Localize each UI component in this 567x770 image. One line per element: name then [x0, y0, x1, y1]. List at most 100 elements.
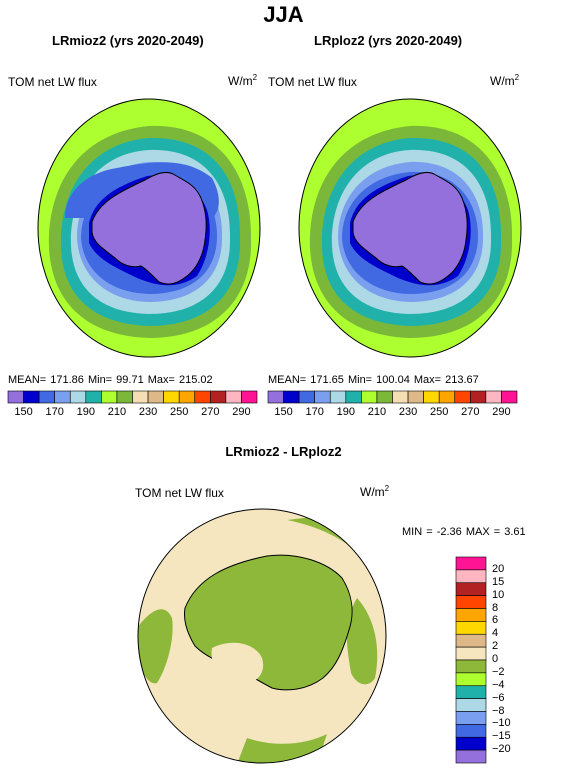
diff-minmax: MIN = -2.36 MAX = 3.61 — [402, 526, 526, 538]
colorbar-swatch — [392, 390, 409, 404]
colorbar-swatch — [455, 685, 487, 699]
colorbar-tick-label: 2 — [492, 640, 499, 653]
colorbar-tick-label: 10 — [492, 588, 505, 601]
colorbar-tick-label: 170 — [305, 406, 324, 418]
colorbar-tick-label: 230 — [138, 406, 158, 418]
colorbar-tick-label: 4 — [492, 627, 499, 640]
colorbar-swatch — [455, 569, 487, 584]
colorbar-swatch — [455, 595, 487, 609]
colorbar-tick-label: 0 — [492, 653, 499, 665]
colorbar-swatch — [132, 390, 149, 404]
colorbar-swatch — [38, 390, 55, 404]
colorbar-swatch — [438, 390, 456, 404]
colorbar-swatch — [455, 608, 487, 622]
map-panel-2 — [298, 98, 522, 358]
colorbar-swatch — [407, 390, 424, 404]
colorbar-tick-label: 210 — [367, 406, 387, 418]
colorbar-swatch — [455, 633, 487, 648]
colorbar-swatch — [455, 736, 487, 751]
colorbar-panel-2 — [267, 390, 518, 404]
antarctica-outline — [352, 171, 468, 285]
colorbar-tick-label: 210 — [107, 406, 127, 418]
colorbar-tick-label: 270 — [201, 406, 220, 418]
colorbar-swatch — [69, 390, 87, 404]
colorbar-swatch — [470, 390, 487, 404]
antarctica-outline — [91, 171, 207, 285]
map-border — [137, 508, 387, 764]
colorbar-swatch — [455, 556, 487, 571]
colorbar-swatch — [101, 390, 118, 404]
colorbar-tick-label: −4 — [492, 678, 505, 691]
colorbar-tick-label: 250 — [430, 406, 449, 418]
colorbar-tick-label: 8 — [492, 601, 499, 614]
colorbar-swatch — [454, 390, 471, 404]
colorbar-swatch — [54, 390, 71, 404]
map-panel-1 — [37, 98, 261, 358]
colorbar-swatch — [455, 698, 487, 712]
diff-title: LRmioz2 - LRploz2 — [225, 444, 342, 459]
map-border — [298, 98, 522, 358]
colorbar-tick-label: −8 — [492, 704, 505, 717]
colorbar-swatch — [345, 390, 362, 404]
colorbar-swatch — [329, 390, 347, 404]
colorbar-tick-label: 6 — [492, 614, 499, 627]
colorbar-tick-label: 290 — [232, 406, 251, 418]
colorbar-swatch — [178, 390, 196, 404]
diff-green-patch-w — [138, 609, 173, 684]
panel-2-variable: TOM net LW flux — [268, 75, 357, 89]
colorbar-swatch — [210, 390, 227, 404]
colorbar-swatch — [283, 390, 300, 404]
colorbar-swatch — [163, 390, 180, 404]
colorbar-swatch — [298, 390, 315, 404]
colorbar-tick-label: −6 — [492, 691, 505, 704]
colorbar-swatch — [267, 390, 284, 404]
panel-1-stats: MEAN= 171.86 Min= 99.71 Max= 215.02 — [8, 374, 213, 386]
colorbar-tick-label: 250 — [170, 406, 189, 418]
colorbar-swatch — [23, 390, 40, 404]
colorbar-swatch — [194, 390, 211, 404]
colorbar-swatch — [455, 749, 487, 764]
page-title: JJA — [263, 2, 304, 27]
colorbar-tick-label: 15 — [492, 575, 505, 588]
colorbar-swatch — [501, 390, 518, 404]
colorbar-tick-label: 20 — [492, 562, 505, 575]
colorbar-tick-label: 190 — [336, 406, 355, 418]
panel-1-units: W/m2 — [228, 73, 258, 88]
colorbar-swatch — [455, 711, 487, 725]
colorbar-swatch — [314, 390, 331, 404]
panel-2-title: LRploz2 (yrs 2020-2049) — [314, 33, 463, 48]
diff-sand-patch — [211, 642, 264, 685]
colorbar-swatch — [455, 621, 487, 635]
panel-1-title: LRmioz2 (yrs 2020-2049) — [52, 33, 204, 48]
colorbar-tick-label: 170 — [45, 406, 64, 418]
colorbar-tick-label: 190 — [76, 406, 95, 418]
colorbar-tick-label: 150 — [274, 406, 293, 418]
colorbar-tick-label: −15 — [492, 730, 511, 743]
colorbar-swatch — [241, 390, 258, 404]
colorbar-swatch — [455, 659, 487, 674]
colorbar-tick-label: 150 — [14, 406, 33, 418]
colorbar-tick-label: −10 — [492, 717, 511, 730]
colorbar-swatch — [361, 390, 378, 404]
panel-2-units: W/m2 — [490, 73, 520, 88]
colorbar-tick-label: −20 — [492, 743, 511, 756]
map-diff — [137, 508, 387, 764]
colorbar-swatch — [455, 582, 487, 596]
colorbar-tick-label: −2 — [492, 665, 505, 678]
colorbar-swatch — [85, 390, 102, 404]
panel-2-stats: MEAN= 171.65 Min= 100.04 Max= 213.67 — [268, 374, 479, 386]
colorbar-swatch — [455, 646, 487, 661]
diff-variable: TOM net LW flux — [135, 486, 224, 500]
diff-units: W/m2 — [360, 484, 390, 499]
map-border — [37, 98, 261, 358]
colorbar-swatch — [485, 390, 502, 404]
colorbar-diff — [455, 556, 487, 764]
colorbar-swatch — [147, 390, 164, 404]
colorbar-swatch — [455, 724, 487, 738]
colorbar-tick-label: 270 — [461, 406, 480, 418]
panel-1-variable: TOM net LW flux — [8, 75, 97, 89]
colorbar-tick-label: 290 — [492, 406, 511, 418]
colorbar-swatch — [7, 390, 24, 404]
colorbar-swatch — [225, 390, 242, 404]
colorbar-swatch — [376, 390, 393, 404]
